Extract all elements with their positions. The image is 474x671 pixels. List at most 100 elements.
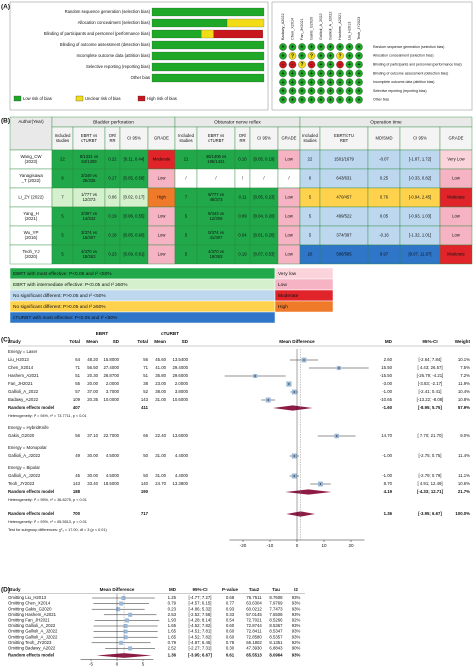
study: Omitting Fan_JH2021 (8, 618, 50, 623)
ci-label: [-4.28; 8.14] (189, 618, 212, 623)
study-value: 29.6000 (172, 373, 188, 378)
ci-label: [-4.77; 7.27] (189, 595, 212, 600)
ci-label: [-4.33; 12.71] (417, 489, 444, 494)
bias-symbol: + (358, 45, 361, 51)
table-value: Low (285, 214, 294, 219)
table-value: [0.09, 0.61] (124, 252, 145, 257)
tau: 8.1351 (269, 640, 283, 645)
bias-symbol: + (301, 71, 304, 77)
bias-bar (151, 18, 228, 28)
bias-symbol: + (320, 45, 323, 51)
study-value: 20.30 (87, 373, 98, 378)
tick-label: 20 (348, 543, 354, 548)
bias-judgement (326, 78, 335, 86)
study-value: 49 (75, 453, 80, 458)
study-value: 33.40 (87, 481, 98, 486)
bias-symbol: + (329, 89, 332, 95)
bias-symbol: + (358, 89, 361, 95)
bias-symbol: + (291, 45, 294, 51)
study: Omitting Hashem_A2021 (8, 612, 57, 617)
grade-label: Moderate (278, 293, 299, 299)
bias-symbol: + (358, 62, 361, 68)
study-value: 45 (75, 473, 80, 478)
column-header: 95%-CI (192, 587, 207, 592)
bias-symbol: + (320, 71, 323, 77)
i2: 93% (292, 629, 301, 634)
study-value: 10.0000 (103, 397, 119, 402)
ci-label: [-3.83; -2.17] (418, 381, 442, 386)
bias-symbol: + (320, 97, 323, 103)
study-name: Gallioli_A_2022 (319, 13, 323, 40)
ci-label: [-4.57; 6.15] (189, 601, 212, 606)
table-value: 1/777 vs (81, 192, 97, 197)
table-subheader: EBRT vs (81, 133, 97, 138)
bias-symbol: + (301, 80, 304, 86)
bias-symbol: + (310, 97, 313, 103)
table-value: 12/309 (210, 216, 223, 221)
ci-label: [-2.64; 7.84] (419, 357, 442, 362)
study: Teoh_JY2023 (8, 481, 35, 486)
column-header: P-value (222, 587, 239, 592)
study-value: 51 (143, 373, 148, 378)
tick-label: 0 (116, 662, 119, 667)
column-header: Mean (154, 339, 166, 344)
table-value: Moderate (447, 195, 465, 200)
study-value: 18.5000 (103, 481, 119, 486)
tick-label: -20 (240, 543, 247, 548)
bias-symbol: + (301, 45, 304, 51)
bias-symbol: + (329, 53, 332, 59)
table-subheader: studies (303, 138, 316, 143)
grade-label: High (278, 304, 288, 310)
study-value: 55 (75, 381, 80, 386)
table-value: Low (158, 233, 167, 238)
table-subheader: EBRT vs (208, 133, 224, 138)
table-value: Moderate (153, 157, 171, 162)
ci-label: [-4.52; 7.82] (189, 623, 212, 628)
effect-label: EBRT with most effective: P<0.05 and I² … (13, 271, 112, 277)
bias-judgement (317, 43, 325, 51)
table-value: 0.10 (238, 157, 247, 162)
table-value: 14/342 (83, 216, 96, 221)
tick-label: -5 (89, 662, 93, 667)
bias-judgement (307, 69, 316, 78)
bias-symbol: + (301, 89, 304, 95)
study: Omitting Gallioli_A_J2022 (8, 634, 58, 639)
bias-judgement (326, 43, 335, 51)
bias-symbol: + (282, 89, 285, 95)
model-total: 190 (141, 489, 149, 494)
study-value: 57 (75, 389, 80, 394)
study-value: 22.7000 (103, 433, 119, 438)
bias-judgement (279, 43, 287, 51)
bias-symbol: + (310, 45, 313, 51)
diamond (285, 489, 332, 495)
table-value: [0.04, 0.20] (254, 214, 275, 219)
study-value: 56 (75, 433, 80, 438)
study-value: 28.8700 (103, 373, 119, 378)
panel-label: (B) (1, 118, 10, 125)
tau2: 72.8580 (246, 634, 262, 639)
table-value: / (288, 176, 290, 181)
ci-label: [-2.79; 0.79] (419, 473, 442, 478)
p-value: 0.60 (226, 634, 235, 639)
study-value: 30.00 (87, 453, 98, 458)
column-header: Tau (272, 587, 280, 592)
study-name: Badawy_A2022 (281, 13, 285, 40)
table-value: 3/374 vs (81, 230, 97, 235)
table-subheader: studies (56, 138, 69, 143)
bias-bar (151, 73, 265, 83)
grade-key (274, 300, 334, 313)
bias-judgement (307, 52, 316, 60)
bias-symbol: + (358, 53, 361, 59)
bias-symbol: + (348, 53, 351, 59)
bias-symbol: + (291, 80, 294, 86)
ci-label: [-3.95; 6.67] (188, 653, 212, 658)
md: 1.65 (168, 629, 177, 634)
i2: 93% (292, 612, 301, 617)
table-cell (9, 116, 53, 151)
ci-label: [-8.95; 5.75] (418, 405, 442, 410)
grade-label: Low (278, 282, 287, 288)
bias-symbol: + (282, 80, 285, 86)
bias-item-label: Allocation concealment (selection bias) (78, 20, 151, 25)
heterogeneity: Heterogeneity: I² = 93%, τ² = 65.5513, p… (8, 520, 87, 524)
weight: 11.4% (458, 453, 470, 458)
